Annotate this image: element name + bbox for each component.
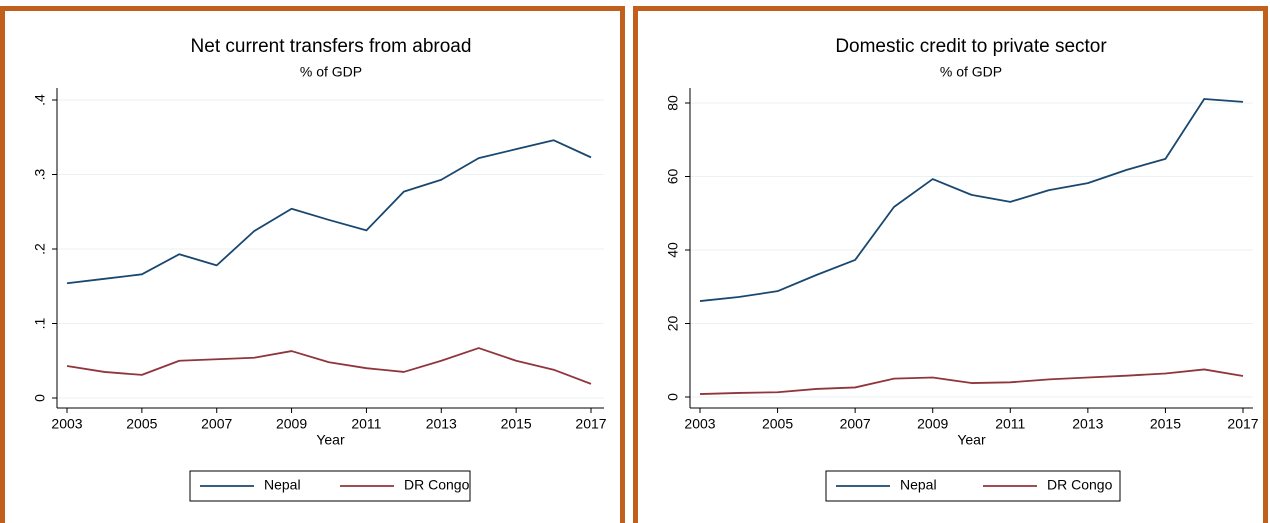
series-line [699, 98, 1244, 302]
x-tick-label: 2013 [1072, 416, 1103, 432]
y-tick-label: 0 [665, 393, 681, 401]
legend-label: DR Congo [1047, 477, 1113, 493]
y-tick-label: 20 [665, 316, 681, 332]
legend-label: Nepal [900, 477, 937, 493]
x-tick-label: 2015 [1150, 416, 1181, 432]
series-line [66, 139, 592, 285]
right-panel-frame [633, 6, 1268, 523]
left-panel-frame [0, 6, 625, 523]
x-tick-label: 2017 [1227, 416, 1258, 432]
x-tick-label: 2011 [351, 416, 381, 432]
y-tick-label: .3 [32, 168, 48, 180]
x-tick-label: 2009 [917, 416, 948, 432]
x-tick-label: 2011 [995, 416, 1025, 432]
chart-title: Domestic credit to private sector [835, 36, 1107, 57]
legend-label: DR Congo [404, 477, 470, 493]
y-tick-label: 80 [665, 95, 681, 111]
y-tick-label: .4 [32, 94, 48, 106]
chart-subtitle: % of GDP [300, 64, 362, 80]
x-axis-label: Year [957, 432, 986, 448]
x-tick-label: 2005 [126, 416, 157, 432]
x-tick-label: 2005 [762, 416, 793, 432]
x-axis-label: Year [316, 432, 345, 448]
x-tick-label: 2003 [684, 416, 715, 432]
y-tick-label: 0 [32, 394, 48, 402]
series-line [66, 347, 592, 385]
x-tick-label: 2007 [201, 416, 232, 432]
x-tick-label: 2017 [575, 416, 606, 432]
x-tick-label: 2007 [840, 416, 871, 432]
x-tick-label: 2003 [51, 416, 82, 432]
legend-label: Nepal [264, 477, 301, 493]
x-tick-label: 2009 [276, 416, 307, 432]
chart-subtitle: % of GDP [940, 64, 1002, 80]
x-tick-label: 2013 [426, 416, 457, 432]
x-tick-label: 2015 [501, 416, 532, 432]
chart-title: Net current transfers from abroad [191, 36, 472, 57]
y-tick-label: 40 [665, 242, 681, 258]
y-tick-label: .2 [32, 243, 48, 255]
series-line [699, 368, 1244, 395]
y-tick-label: 60 [665, 169, 681, 185]
y-tick-label: .1 [32, 317, 48, 329]
